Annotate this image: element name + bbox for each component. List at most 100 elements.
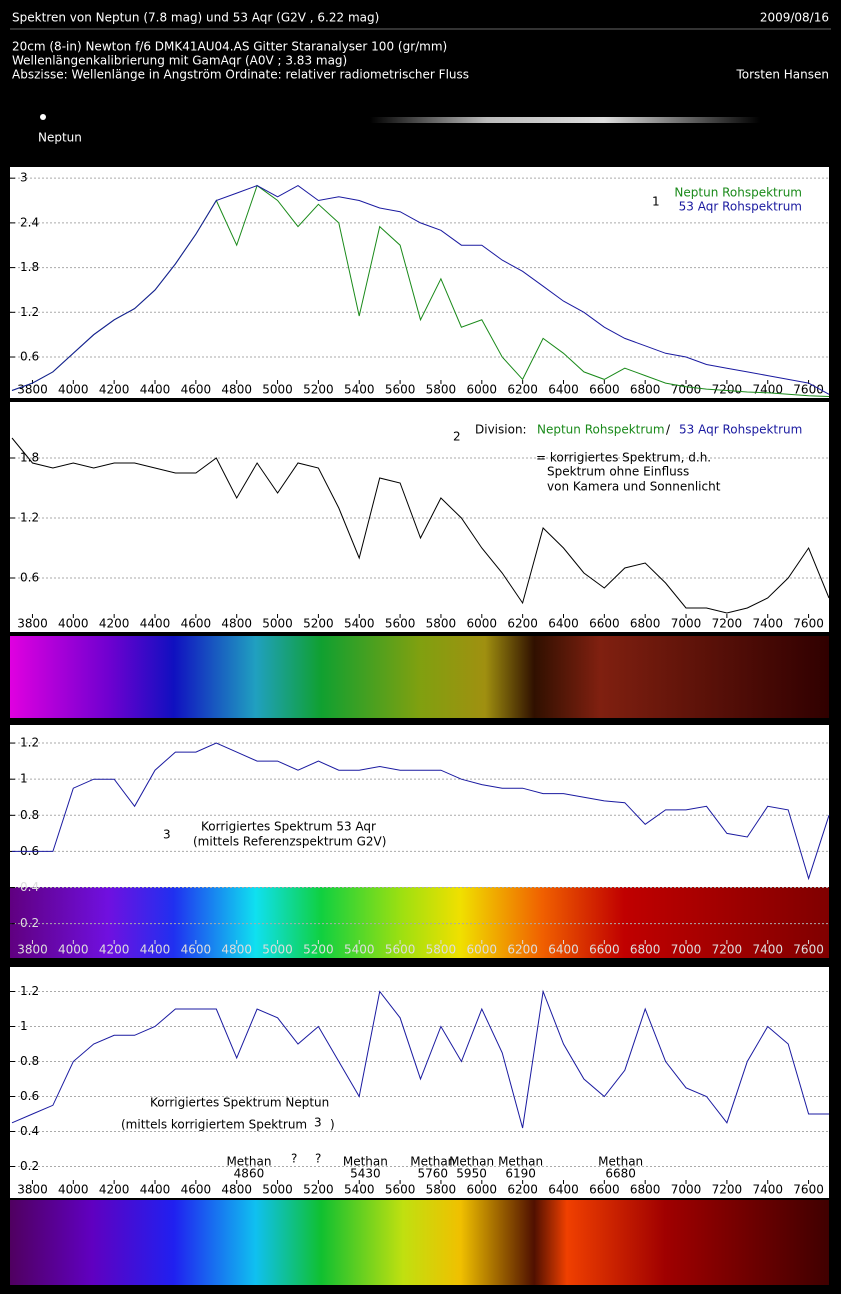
header-line: Wellenlängenkalibrierung mit GamAqr (A0V…: [12, 54, 347, 68]
annotation: Division:: [475, 423, 527, 437]
x-tick-label: 5600: [385, 383, 416, 397]
x-tick-label: 7600: [793, 617, 824, 631]
annotation: 53 Aqr Rohspektrum: [679, 423, 802, 437]
y-tick-label: 1: [20, 1019, 28, 1033]
x-tick-label: 6200: [507, 617, 538, 631]
annotation: 2: [453, 430, 461, 444]
feature-label: Methan: [598, 1155, 643, 1169]
x-tick-label: 5600: [385, 617, 416, 631]
x-tick-label: 5400: [344, 383, 375, 397]
x-tick-label: 4800: [221, 617, 252, 631]
color-bar: [10, 1200, 829, 1285]
annotation: ): [330, 1118, 335, 1132]
x-tick-label: 3800: [17, 1183, 48, 1197]
x-tick-label: 4000: [58, 1183, 89, 1197]
x-tick-label: 7200: [712, 943, 743, 957]
annotation: Spektrum ohne Einfluss: [547, 465, 689, 479]
feature-label: Methan: [226, 1155, 271, 1169]
x-tick-label: 6000: [467, 617, 498, 631]
x-tick-label: 4200: [99, 617, 130, 631]
x-tick-label: 4000: [58, 383, 89, 397]
y-tick-label: 1.2: [20, 511, 39, 525]
y-tick-label: 0.8: [20, 1054, 39, 1068]
y-tick-label: 0.4: [20, 1124, 39, 1138]
annotation: 1: [652, 195, 660, 209]
x-tick-label: 7000: [671, 383, 702, 397]
feature-wavelength: 5430: [350, 1167, 381, 1181]
x-tick-label: 3800: [17, 383, 48, 397]
x-tick-label: 5800: [426, 383, 457, 397]
annotation: = korrigiertes Spektrum, d.h.: [536, 451, 711, 465]
feature-wavelength: 6190: [505, 1167, 536, 1181]
x-tick-label: 5600: [385, 1183, 416, 1197]
x-tick-label: 7400: [752, 1183, 783, 1197]
spectrum-line: [11, 989, 829, 1129]
y-tick-label: 3: [20, 171, 28, 185]
x-tick-label: 6600: [589, 1183, 620, 1197]
x-tick-label: 5400: [344, 1183, 375, 1197]
image-label: Neptun: [38, 131, 82, 145]
x-tick-label: 7000: [671, 617, 702, 631]
x-tick-label: 4600: [181, 943, 212, 957]
x-tick-label: 5200: [303, 383, 334, 397]
spectrum-line: [11, 437, 830, 614]
x-tick-label: 4200: [99, 1183, 130, 1197]
y-tick-label: 1.8: [20, 451, 39, 465]
annotation: Korrigiertes Spektrum 53 Aqr: [201, 820, 376, 834]
x-tick-label: 6400: [548, 943, 579, 957]
y-tick-label: 1: [20, 772, 28, 786]
color-bar: [10, 887, 829, 958]
y-tick-label: 0.2: [20, 916, 39, 930]
plot-area: [10, 402, 829, 632]
color-bar: [10, 636, 829, 718]
x-tick-label: 7200: [712, 617, 743, 631]
x-tick-label: 6200: [507, 1183, 538, 1197]
legend-entry: Neptun Rohspektrum: [674, 186, 802, 200]
annotation: (mittels korrigiertem Spektrum: [121, 1118, 307, 1132]
y-tick-label: 0.6: [20, 1089, 39, 1103]
x-tick-label: 6400: [548, 617, 579, 631]
x-tick-label: 5000: [262, 943, 293, 957]
x-tick-label: 4400: [140, 383, 171, 397]
x-tick-label: 7600: [793, 1183, 824, 1197]
x-tick-label: 5200: [303, 943, 334, 957]
annotation: ?: [315, 1152, 321, 1166]
feature-wavelength: 5950: [456, 1167, 487, 1181]
x-tick-label: 4800: [221, 1183, 252, 1197]
y-tick-label: 0.4: [20, 880, 39, 894]
x-tick-label: 6000: [467, 383, 498, 397]
x-tick-label: 7600: [793, 943, 824, 957]
x-tick-label: 3800: [17, 617, 48, 631]
x-tick-label: 6600: [589, 943, 620, 957]
x-tick-label: 6800: [630, 617, 661, 631]
x-tick-label: 7400: [752, 943, 783, 957]
x-tick-label: 5400: [344, 943, 375, 957]
x-tick-label: 4600: [181, 617, 212, 631]
star-image: [40, 114, 46, 120]
x-tick-label: 5600: [385, 943, 416, 957]
x-tick-label: 5000: [262, 383, 293, 397]
feature-label: Methan: [449, 1155, 494, 1169]
legend-entry: 53 Aqr Rohspektrum: [679, 200, 802, 214]
x-tick-label: 7000: [671, 943, 702, 957]
y-tick-label: 0.2: [20, 1159, 39, 1173]
y-tick-label: 0.6: [20, 350, 39, 364]
annotation: 3: [163, 828, 171, 842]
x-tick-label: 7400: [752, 617, 783, 631]
x-tick-label: 4400: [140, 617, 171, 631]
x-tick-label: 6800: [630, 383, 661, 397]
y-tick-label: 1.2: [20, 736, 39, 750]
x-tick-label: 7200: [712, 383, 743, 397]
x-tick-label: 4600: [181, 383, 212, 397]
y-tick-label: 0.6: [20, 571, 39, 585]
x-tick-label: 7400: [752, 383, 783, 397]
x-tick-label: 6400: [548, 383, 579, 397]
y-tick-label: 1.8: [20, 260, 39, 274]
x-tick-label: 5800: [426, 1183, 457, 1197]
annotation: ?: [291, 1152, 297, 1166]
x-tick-label: 4000: [58, 617, 89, 631]
annotation: Korrigiertes Spektrum Neptun: [150, 1096, 329, 1110]
x-tick-label: 4400: [140, 943, 171, 957]
spectrum-streak: [370, 117, 760, 123]
